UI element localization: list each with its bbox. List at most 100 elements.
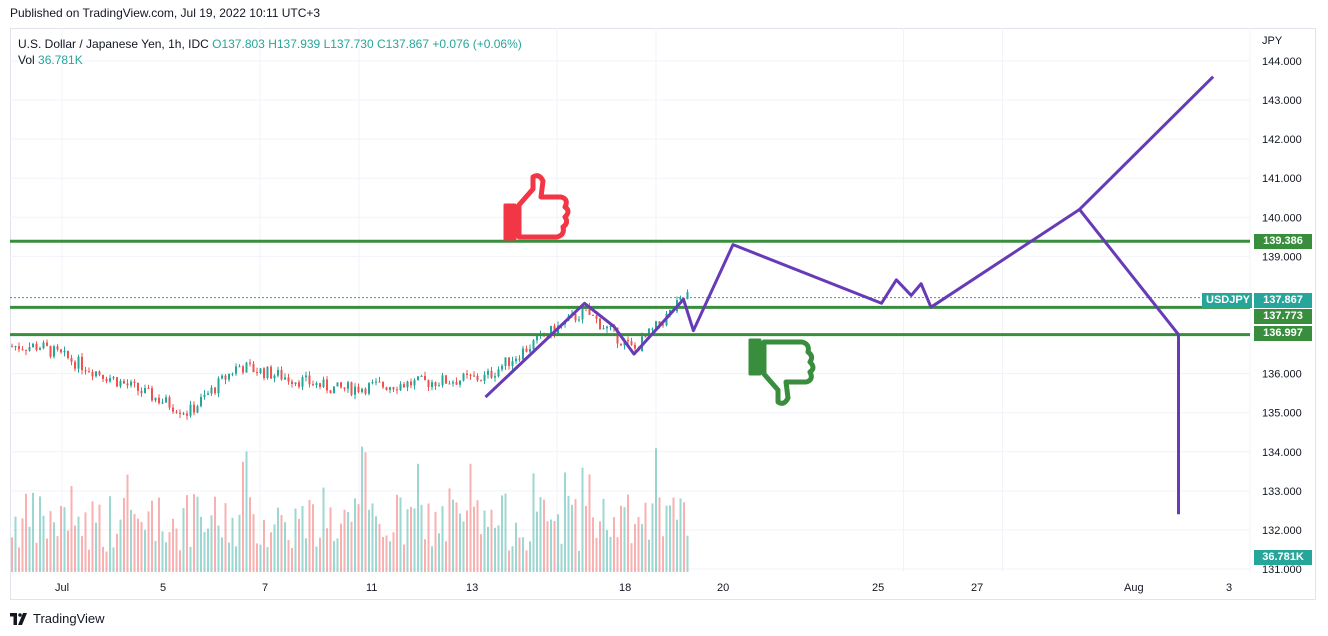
volume-bar <box>434 511 437 572</box>
candle-body <box>686 292 689 300</box>
volume-bar <box>336 538 339 572</box>
candle-body <box>11 346 13 348</box>
volume-bar <box>224 503 227 572</box>
candle-body <box>238 366 241 368</box>
volume-bar <box>98 504 101 572</box>
volume-bar <box>431 546 433 572</box>
volume-bar <box>504 493 507 572</box>
volume-bar <box>350 521 353 572</box>
candle-body <box>448 383 451 385</box>
candle-body <box>165 397 167 403</box>
candle-body <box>354 386 356 395</box>
candle-body <box>158 397 160 404</box>
volume-bar <box>585 505 587 572</box>
candle-body <box>81 356 83 371</box>
candle-body <box>231 373 234 375</box>
volume-bar <box>308 499 311 572</box>
candle-body <box>476 376 479 381</box>
volume-bar <box>291 547 293 572</box>
volume-bar <box>147 511 150 572</box>
footer[interactable]: TradingView <box>10 611 105 626</box>
candle-body <box>130 381 132 386</box>
candle-body <box>161 402 164 404</box>
volume-bar <box>70 485 73 572</box>
price-tick-label: 141.000 <box>1262 173 1302 185</box>
volume-bar <box>60 506 62 572</box>
volume-bar <box>371 503 374 572</box>
candle-body <box>385 387 388 390</box>
candle-body <box>137 382 139 391</box>
volume-bar <box>378 523 381 572</box>
volume-bar <box>445 541 447 572</box>
volume-bar <box>81 536 83 572</box>
candle-body <box>371 382 374 384</box>
candle-body <box>210 387 213 394</box>
volume-bar <box>42 515 45 572</box>
volume-bar <box>522 537 524 572</box>
candle-body <box>217 378 220 394</box>
volume-bar <box>151 500 153 572</box>
volume-bar <box>567 495 570 572</box>
candle-body <box>147 388 150 390</box>
candle-body <box>172 407 174 412</box>
candle-body <box>424 375 426 381</box>
volume-bar <box>665 505 668 572</box>
volume-bar <box>21 518 24 572</box>
volume-bar <box>322 487 325 572</box>
candle-body <box>627 339 629 342</box>
volume-bar <box>609 536 612 572</box>
volume-bar <box>333 541 335 572</box>
volume-bar <box>123 498 125 572</box>
volume-bar <box>518 537 521 572</box>
candle-body <box>151 388 153 401</box>
volume-bar <box>133 513 136 572</box>
candle-body <box>501 365 503 370</box>
time-tick-label: 3 <box>1226 582 1232 594</box>
projection-line <box>484 207 1180 515</box>
volume-bar <box>11 537 13 572</box>
footer-brand: TradingView <box>33 611 105 626</box>
volume-bar <box>466 510 468 572</box>
volume-bar <box>455 502 458 572</box>
volume-bar <box>168 532 171 572</box>
volume-bar <box>452 499 454 572</box>
candle-body <box>343 387 346 389</box>
candle-body <box>669 310 671 314</box>
volume-bar <box>494 527 496 572</box>
volume-value: 36.781K <box>38 53 83 67</box>
candle-body <box>602 328 605 330</box>
volume-bar <box>270 532 272 572</box>
volume-bar <box>525 550 528 572</box>
candle-body <box>518 358 521 360</box>
candle-body <box>382 381 384 388</box>
volume-bar <box>655 448 657 572</box>
volume-bar <box>63 507 66 572</box>
price-tick-label: 140.000 <box>1262 212 1302 224</box>
candle-body <box>634 344 636 349</box>
volume-bar <box>284 522 286 572</box>
candle-body <box>119 380 122 387</box>
chart-frame[interactable] <box>10 28 1316 600</box>
volume-bar <box>679 498 682 572</box>
volume-bar <box>417 463 419 572</box>
candle-body <box>413 380 416 386</box>
chart-legend: U.S. Dollar / Japanese Yen, 1h, IDC O137… <box>18 36 522 68</box>
volume-bar <box>676 519 678 572</box>
candle-body <box>406 381 409 388</box>
candle-body <box>21 349 24 351</box>
volume-bar <box>287 539 290 572</box>
volume-bar <box>203 531 206 572</box>
volume-bar <box>319 537 321 572</box>
time-tick-label: 18 <box>619 582 631 594</box>
price-tick-label: 135.000 <box>1262 408 1302 420</box>
volume-bar <box>473 506 475 572</box>
candle-body <box>466 373 468 375</box>
candle-body <box>25 349 27 351</box>
volume-bar <box>144 529 146 572</box>
candle-body <box>315 383 318 386</box>
candle-body <box>420 375 423 377</box>
candle-body <box>487 370 489 375</box>
price-tag: 137.867 <box>1254 293 1312 308</box>
candle-body <box>46 342 48 346</box>
